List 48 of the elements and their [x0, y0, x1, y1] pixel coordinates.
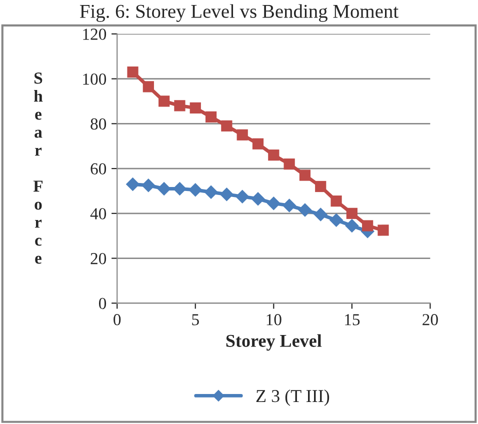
point — [251, 192, 265, 206]
point — [362, 220, 374, 232]
point — [298, 203, 312, 217]
point — [188, 182, 202, 197]
point — [205, 111, 217, 122]
legend-label: Z 3 (T III) — [256, 389, 330, 406]
x-tick-label: 0 — [114, 314, 121, 326]
y-tick-label: 0 — [98, 298, 106, 310]
point — [315, 180, 326, 192]
point — [174, 100, 186, 112]
x-axis-title: Storey Level — [226, 334, 322, 351]
y-tick-label: 60 — [90, 163, 106, 174]
x-tick-label: 15 — [345, 314, 360, 326]
point — [268, 150, 280, 161]
point — [378, 224, 389, 236]
x-tick-label: 5 — [192, 314, 199, 326]
y-tick-label: 100 — [83, 73, 106, 85]
chart-title: Fig. 6: Storey Level vs Bending Moment — [80, 4, 398, 22]
point — [190, 102, 201, 114]
point — [252, 138, 264, 150]
point — [299, 170, 311, 181]
point — [157, 182, 171, 196]
point — [330, 196, 342, 207]
y-tick-label: 40 — [90, 208, 106, 220]
point — [204, 185, 218, 199]
point — [220, 187, 234, 202]
point — [236, 129, 248, 140]
point — [266, 196, 281, 210]
point — [346, 208, 358, 219]
point — [235, 190, 250, 204]
point — [282, 198, 296, 212]
point — [142, 178, 156, 192]
point — [126, 177, 140, 192]
point — [142, 81, 154, 92]
point — [127, 66, 138, 78]
point — [329, 213, 344, 228]
text: Shear Force — [33, 72, 43, 264]
point — [158, 96, 170, 107]
point — [284, 158, 295, 170]
point — [314, 208, 328, 222]
y-tick-label: 20 — [90, 252, 106, 264]
point — [172, 182, 187, 196]
y-tick-label: 80 — [90, 118, 106, 130]
y-tick-label: 120 — [83, 28, 106, 40]
point — [221, 120, 232, 132]
x-tick-label: 20 — [422, 314, 438, 326]
point — [345, 218, 359, 233]
x-tick-label: 10 — [266, 314, 282, 326]
